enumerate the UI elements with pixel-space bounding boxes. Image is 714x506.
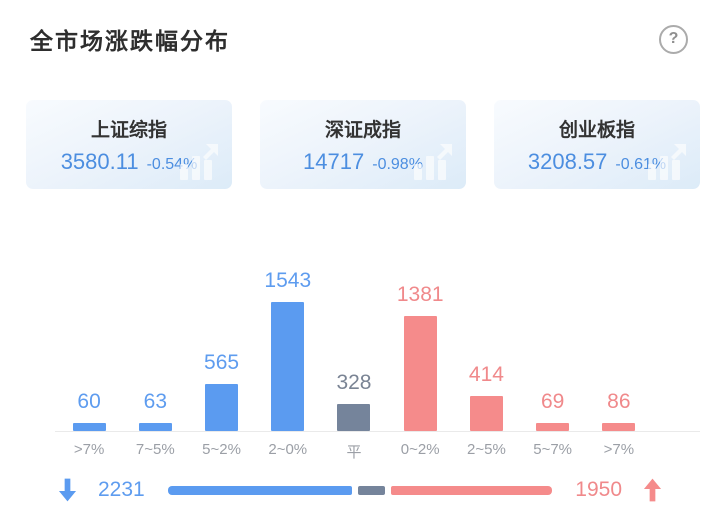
- bar-column: 565: [188, 351, 254, 431]
- bar-down: [271, 302, 305, 431]
- category-label: >7%: [603, 441, 635, 458]
- bar-value-label: 1381: [396, 283, 444, 306]
- index-cards-row: 上证综指 3580.11 -0.54% 深证成指 14717 -0.98% 创业…: [26, 100, 700, 189]
- bar-column: 60: [56, 390, 122, 431]
- bar-up: [469, 396, 503, 431]
- bar-flat: [337, 404, 371, 431]
- bar-value-label: 86: [607, 390, 631, 413]
- bar-down: [205, 384, 239, 431]
- help-icon[interactable]: ?: [659, 24, 688, 54]
- index-value: 3208.57: [527, 148, 608, 174]
- bar-column: 63: [122, 390, 188, 431]
- bar-value-label: 69: [540, 390, 565, 413]
- index-value: 3580.11: [60, 148, 139, 174]
- bar-up: [536, 423, 570, 431]
- index-card-chinext[interactable]: 创业板指 3208.57 -0.61%: [494, 100, 700, 189]
- bar-up: [403, 316, 437, 431]
- bar-value-label: 414: [468, 363, 504, 386]
- category-label: 2~0%: [268, 441, 308, 458]
- bar-value-label: 565: [204, 351, 240, 374]
- ratio-segment-up: [391, 485, 553, 495]
- bar-value-label: 60: [77, 390, 101, 413]
- index-card-shenzhen-component[interactable]: 深证成指 14717 -0.98%: [260, 100, 466, 189]
- index-change: -0.98%: [372, 155, 423, 173]
- up-arrow-icon: [643, 478, 662, 502]
- index-quote: 3208.57 -0.61%: [528, 149, 666, 175]
- advance-decline-ratio-bar: [167, 485, 553, 495]
- index-name: 创业板指: [558, 119, 635, 141]
- decliners-count: 2231: [98, 478, 145, 501]
- page-title: 全市场涨跌幅分布: [30, 28, 230, 54]
- chart-watermark-icon: [180, 144, 218, 180]
- categories-row: >7% 7~5% 5~2% 2~0% 平 0~2% 2~5% 5~7% >7%: [56, 432, 652, 462]
- category-label: 0~2%: [400, 441, 440, 458]
- bar-column: 86: [586, 390, 652, 431]
- category-label: 平: [346, 444, 362, 461]
- index-card-shanghai-composite[interactable]: 上证综指 3580.11 -0.54%: [26, 100, 232, 189]
- bar-value-label: 328: [336, 371, 372, 394]
- bar-down: [72, 423, 106, 431]
- index-quote: 14717 -0.98%: [303, 149, 423, 175]
- category-label: >7%: [73, 441, 105, 458]
- x-axis-line: [55, 431, 700, 432]
- header: 全市场涨跌幅分布 ?: [0, 0, 714, 56]
- index-name: 深证成指: [324, 119, 401, 141]
- category-label: 5~2%: [202, 441, 241, 458]
- bar-value-label: 63: [143, 390, 167, 413]
- bar-down: [138, 423, 172, 431]
- chart-watermark-icon: [414, 144, 452, 180]
- index-quote: 3580.11 -0.54%: [61, 149, 198, 175]
- bar-value-label: 1543: [264, 269, 312, 292]
- category-label: 2~5%: [467, 441, 506, 458]
- bar-up: [602, 423, 636, 431]
- ratio-segment-flat: [358, 485, 386, 495]
- bar-column: 328: [321, 371, 387, 431]
- bar-column: 414: [453, 363, 519, 431]
- down-arrow-icon: [58, 478, 77, 502]
- category-label: 7~5%: [135, 441, 175, 458]
- bars-row: 60 63 565 1543 328 1381 414 69 86: [56, 254, 652, 431]
- index-value: 14717: [303, 148, 365, 174]
- ratio-segment-down: [167, 485, 353, 495]
- index-name: 上证综指: [90, 119, 167, 141]
- bar-column: 1543: [255, 269, 321, 431]
- advancers-count: 1950: [575, 478, 622, 501]
- chart-watermark-icon: [648, 144, 686, 180]
- category-label: 5~7%: [533, 441, 573, 458]
- distribution-chart: 60 63 565 1543 328 1381 414 69 86 >7% 7~5% 5~2% 2~0…: [0, 254, 714, 462]
- bar-column: 1381: [387, 283, 453, 431]
- bar-column: 69: [520, 390, 586, 431]
- up-down-summary: 2231 1950: [58, 477, 662, 503]
